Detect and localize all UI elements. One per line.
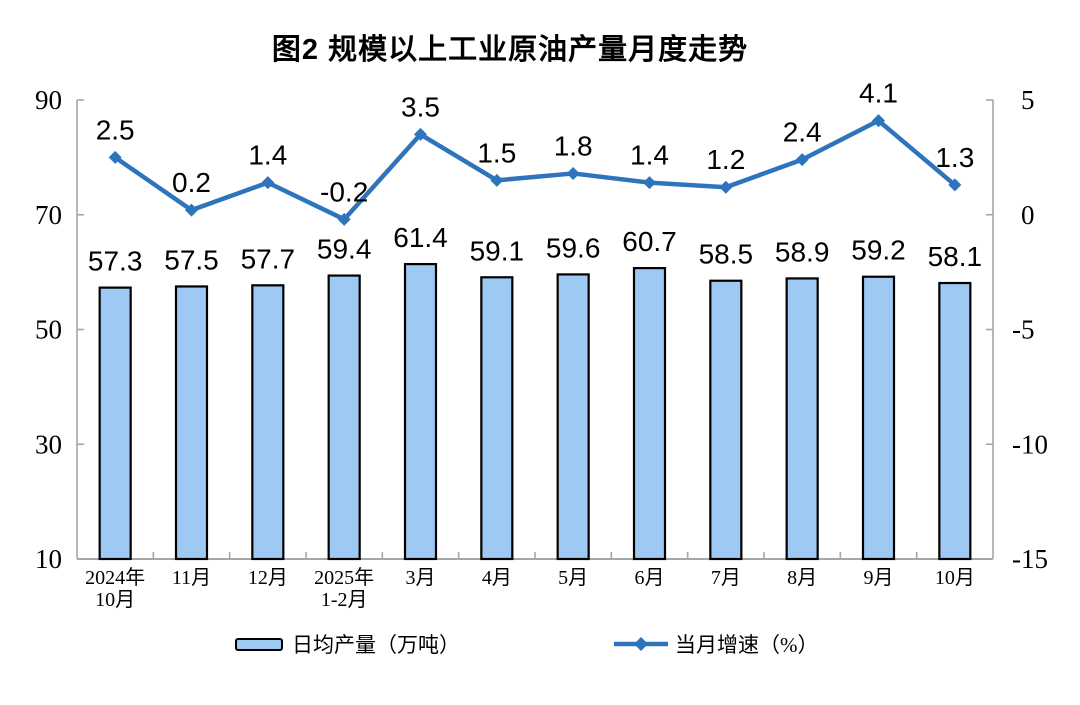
right-axis-tick-label: -5 bbox=[1012, 315, 1035, 345]
line-value-label: 2.4 bbox=[783, 117, 822, 148]
bar bbox=[785, 277, 819, 561]
line-value-label: 0.2 bbox=[172, 167, 211, 198]
legend-label-bar: 日均产量（万吨） bbox=[292, 633, 460, 657]
x-category-label: 3月 bbox=[406, 567, 436, 589]
bar-value-label: 58.5 bbox=[699, 239, 754, 270]
line-marker bbox=[566, 166, 580, 180]
line-value-label: 4.1 bbox=[859, 78, 898, 109]
x-category-label: 4月 bbox=[482, 567, 512, 589]
bar-value-label: 59.4 bbox=[317, 234, 372, 265]
line-swatch bbox=[614, 637, 668, 651]
bar bbox=[556, 273, 590, 561]
line-value-label: 2.5 bbox=[96, 114, 135, 145]
line-marker bbox=[108, 150, 122, 164]
line-marker bbox=[795, 153, 809, 167]
x-category-label: 2025年 bbox=[314, 566, 374, 589]
line-marker bbox=[261, 176, 275, 190]
line-value-label: 1.4 bbox=[248, 140, 287, 171]
bar-value-label: 61.4 bbox=[393, 222, 448, 253]
line-value-label: -0.2 bbox=[320, 176, 368, 207]
bar-value-label: 60.7 bbox=[622, 226, 677, 257]
line-marker bbox=[337, 212, 351, 226]
line-marker bbox=[185, 203, 198, 217]
x-category-label: 8月 bbox=[787, 567, 817, 589]
bar bbox=[709, 279, 743, 561]
bar bbox=[938, 281, 972, 561]
line-value-label: 1.3 bbox=[935, 142, 974, 173]
right-axis-tick-label: 0 bbox=[1021, 200, 1035, 230]
right-axis-tick-label: -15 bbox=[1012, 544, 1048, 574]
bar bbox=[98, 286, 132, 561]
line-marker bbox=[719, 180, 733, 194]
right-axis-tick-label: 5 bbox=[1021, 85, 1035, 115]
trend-line bbox=[113, 118, 957, 222]
line-value-label: 1.8 bbox=[554, 130, 593, 161]
bar-swatch bbox=[235, 637, 283, 651]
bar-value-label: 59.2 bbox=[851, 235, 906, 266]
x-category-label: 7月 bbox=[711, 567, 741, 589]
bar bbox=[174, 285, 209, 561]
x-category-label: 10月 bbox=[95, 589, 135, 611]
bar bbox=[403, 262, 438, 561]
bar-value-label: 58.9 bbox=[775, 236, 830, 267]
x-category-label: 10月 bbox=[935, 567, 975, 589]
bar-value-label: 59.6 bbox=[546, 232, 601, 263]
x-category-label: 12月 bbox=[248, 567, 288, 589]
x-category-label: 5月 bbox=[558, 567, 588, 589]
x-category-label: 11月 bbox=[172, 567, 211, 589]
left-axis-tick-label: 50 bbox=[35, 315, 62, 345]
line-marker bbox=[948, 178, 962, 192]
legend-label-line: 当月增速（%） bbox=[675, 633, 819, 657]
right-axis-tick-label: -10 bbox=[1012, 429, 1048, 459]
left-axis-tick-label: 70 bbox=[35, 200, 62, 230]
x-category-label: 6月 bbox=[635, 567, 665, 589]
bar-value-label: 57.5 bbox=[164, 244, 219, 275]
left-axis-tick-label: 30 bbox=[35, 429, 62, 459]
line-marker bbox=[414, 127, 427, 141]
bar-value-label: 57.3 bbox=[88, 246, 143, 277]
legend-item-line: 当月增速（%） bbox=[613, 630, 819, 658]
x-category-label: 1-2月 bbox=[321, 589, 368, 611]
line-marker bbox=[872, 114, 885, 128]
bar-value-label: 57.7 bbox=[241, 243, 296, 274]
x-category-label: 2024年 bbox=[85, 566, 145, 589]
line-value-label: 1.4 bbox=[630, 140, 669, 171]
bar-value-label: 59.1 bbox=[470, 235, 525, 266]
bar-value-label: 58.1 bbox=[928, 241, 983, 272]
bar bbox=[632, 267, 667, 561]
line-value-label: 1.2 bbox=[706, 144, 745, 175]
left-axis-tick-label: 10 bbox=[35, 544, 62, 574]
bar bbox=[480, 276, 514, 561]
line-value-label: 1.5 bbox=[477, 137, 516, 168]
line-marker bbox=[643, 176, 656, 190]
x-category-label: 9月 bbox=[864, 567, 894, 589]
line-value-label: 3.5 bbox=[401, 91, 440, 122]
legend: 日均产量（万吨） 当月增速（%） bbox=[0, 630, 1080, 666]
chart-title: 图2 规模以上工业原油产量月度走势 bbox=[271, 34, 749, 66]
bar bbox=[327, 274, 361, 561]
legend-item-bar: 日均产量（万吨） bbox=[235, 630, 460, 658]
line-swatch-marker bbox=[634, 637, 648, 651]
line-marker bbox=[490, 173, 504, 187]
left-axis-tick-label: 90 bbox=[35, 85, 62, 115]
bar bbox=[861, 275, 896, 561]
bar bbox=[251, 284, 285, 561]
